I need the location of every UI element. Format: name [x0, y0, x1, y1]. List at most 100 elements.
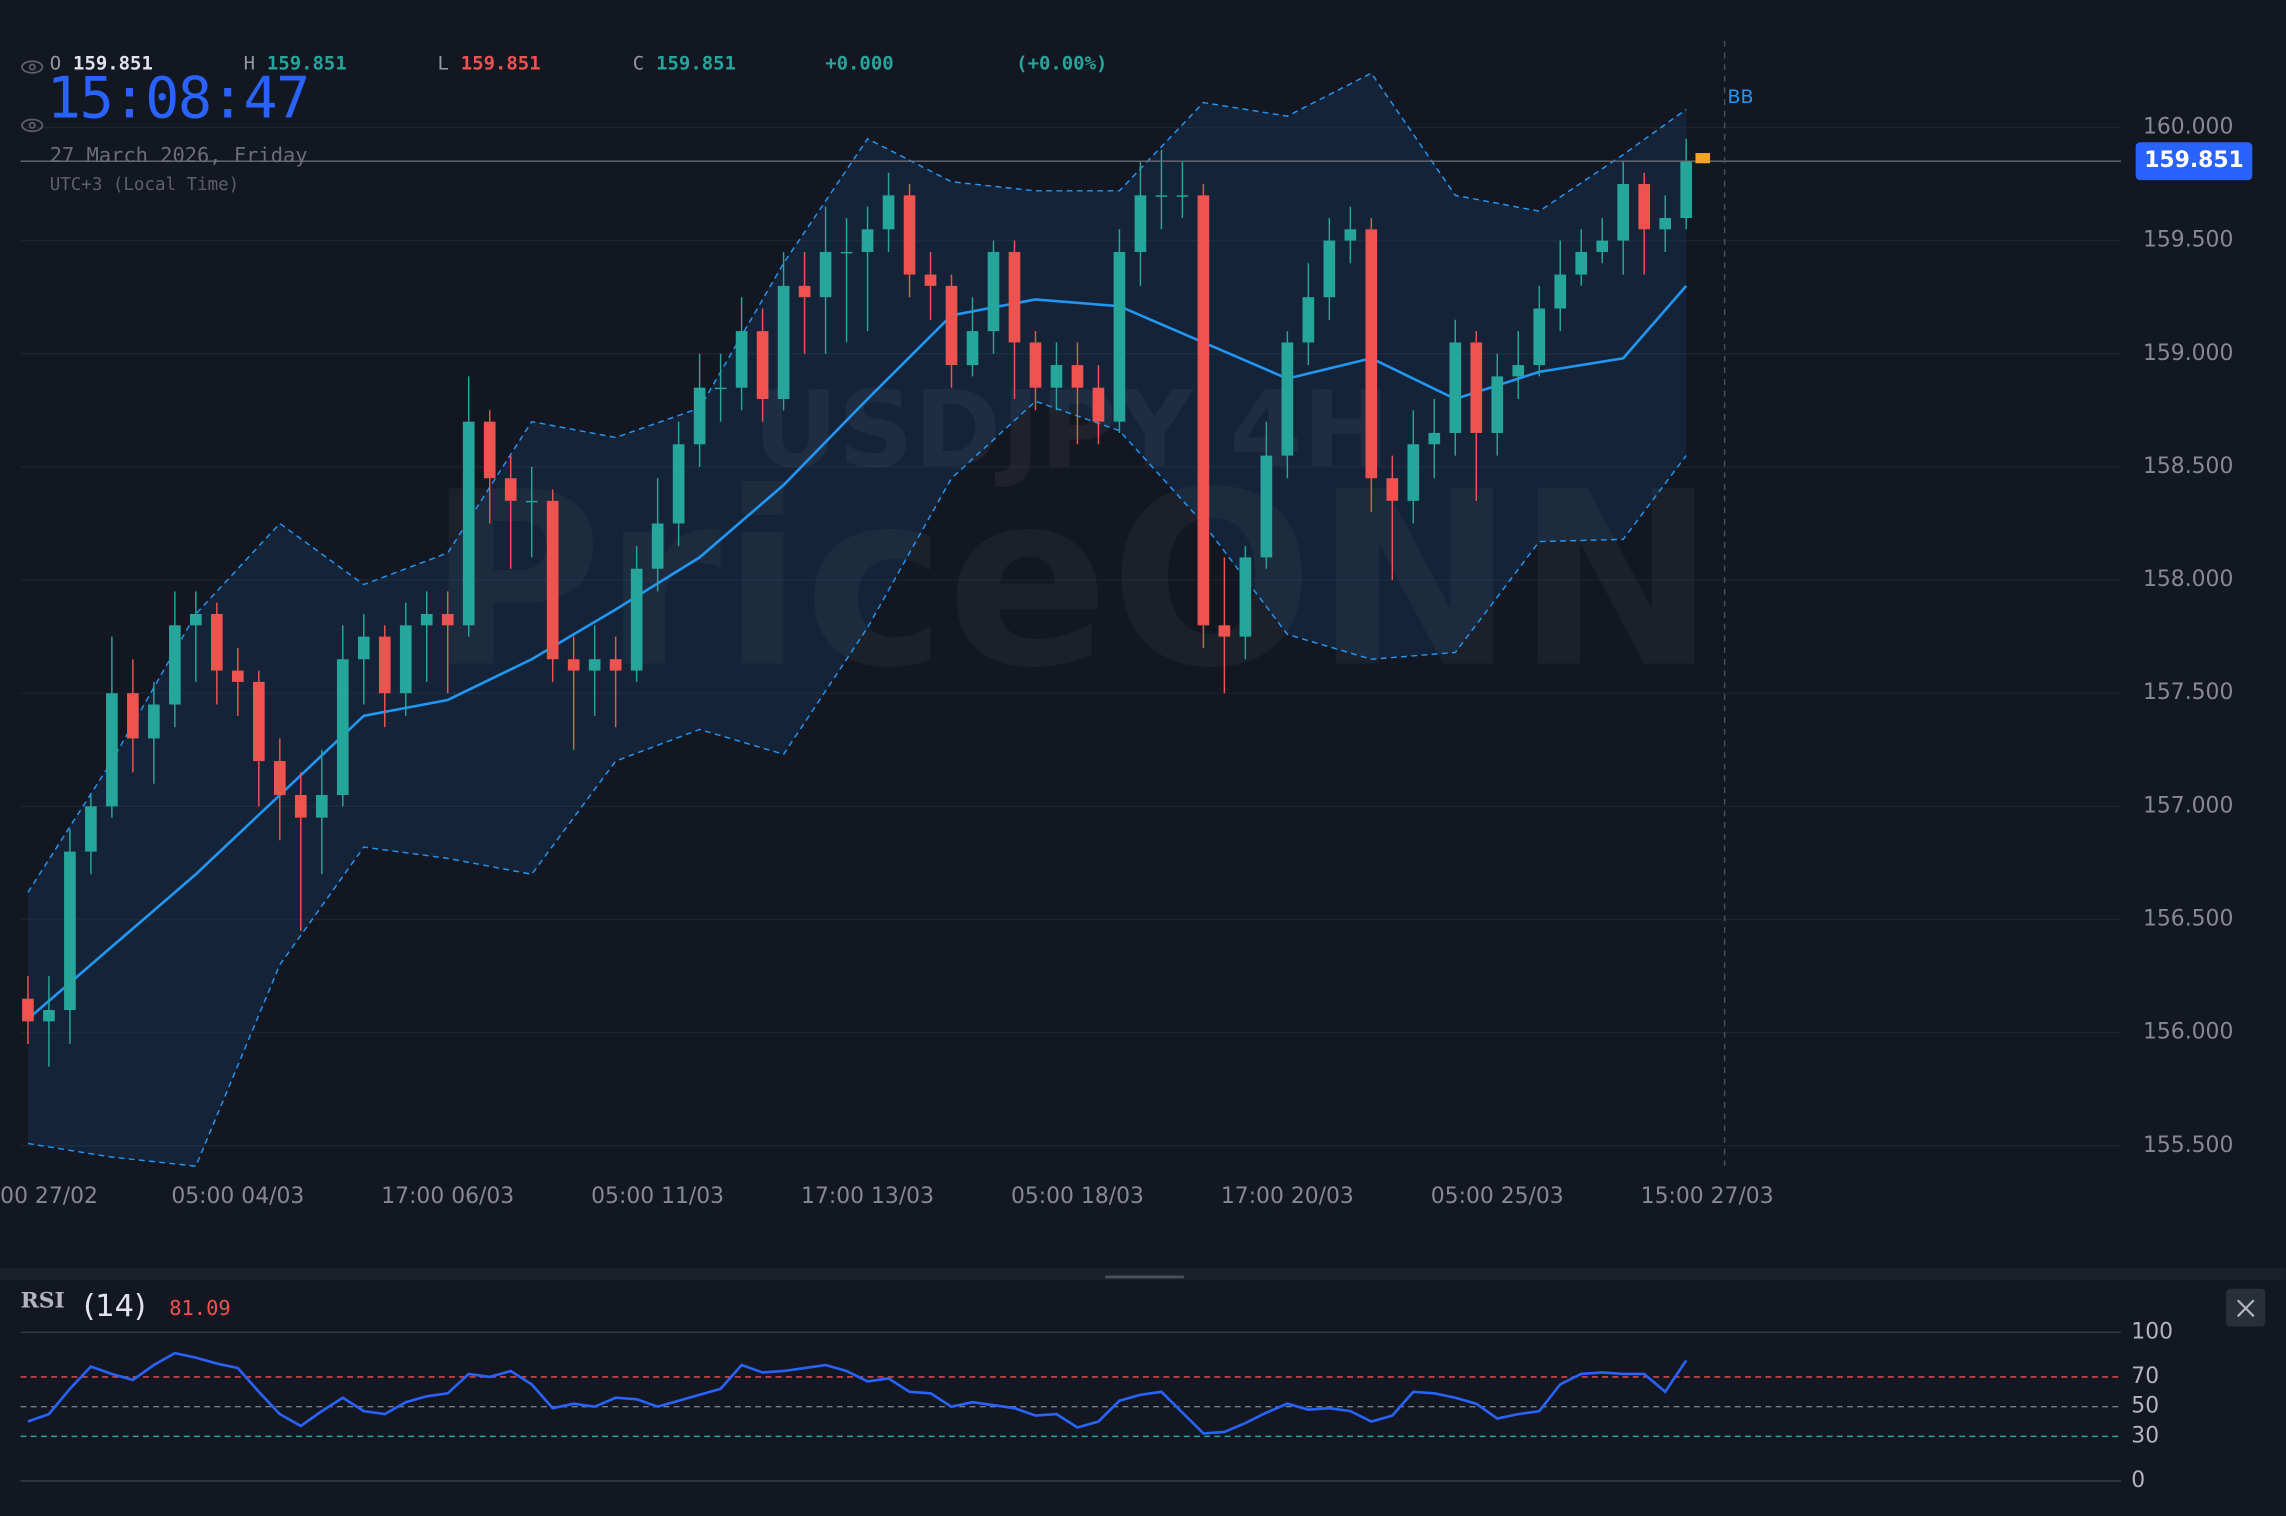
candle-body: [294, 795, 307, 818]
x-tick-label: 00 27/02: [0, 1184, 98, 1209]
x-tick-label: 05:00 04/03: [171, 1184, 304, 1209]
bb-middle: [27, 285, 1688, 1021]
candle-body: [85, 806, 97, 852]
y-tick-label: 159.000: [2143, 341, 2233, 366]
y-tick-label: 156.000: [2143, 1020, 2233, 1045]
candle-body: [127, 693, 139, 739]
candle-body: [336, 659, 349, 796]
candle-body: [357, 636, 370, 660]
candle-body: [630, 568, 643, 671]
price-label: 159.851: [2144, 148, 2244, 173]
rsi-tick-label: 0: [2131, 1468, 2145, 1493]
candle-body: [1617, 184, 1630, 241]
candle-body: [1575, 251, 1588, 275]
candle-body: [64, 851, 76, 1011]
grid: [20, 126, 2122, 1147]
ohlc-value: 159.851: [461, 53, 541, 75]
candle-body: [819, 251, 832, 298]
candle-body: [735, 331, 748, 388]
bb-upper: [27, 72, 1687, 893]
candle-body: [399, 625, 412, 694]
x-tick-label: 05:00 25/03: [1431, 1184, 1564, 1209]
candle-body: [1638, 184, 1651, 230]
candle-body: [567, 659, 580, 671]
candle-body: [441, 613, 454, 626]
candle-body: [504, 478, 517, 501]
x-tick-label: 17:00 20/03: [1221, 1184, 1354, 1209]
candle-body: [945, 285, 958, 366]
rsi-value: 81.09: [169, 1296, 230, 1320]
rsi-line: [27, 1351, 1688, 1435]
candle-body: [1113, 251, 1126, 422]
candle-body: [1428, 432, 1441, 445]
candle-body: [1386, 478, 1399, 501]
indicator-label: BB: [1728, 86, 1754, 108]
ohlc-label: L: [437, 53, 448, 75]
candle-body: [546, 500, 559, 660]
candle-body: [777, 285, 790, 400]
candle-body: [798, 285, 811, 298]
rsi-pane: 100 70 50 30 0: [20, 1319, 2173, 1493]
candle-body: [1008, 251, 1021, 343]
plot-area: [20, 72, 2122, 1167]
candle-body: [315, 795, 328, 818]
candle-body: [1134, 195, 1147, 252]
ohlc-label: H: [244, 53, 255, 75]
eye-icon[interactable]: [21, 60, 44, 133]
candle-body: [1323, 240, 1336, 298]
candle-body: [252, 681, 265, 762]
candle-body: [1218, 625, 1231, 637]
candle-body: [1659, 217, 1672, 230]
candle-body: [924, 274, 937, 286]
candle-body: [651, 523, 664, 569]
candle-body: [840, 251, 853, 254]
candle-body: [106, 693, 118, 807]
candle-body: [483, 421, 496, 479]
candle-body: [1197, 195, 1210, 626]
candle-body: [1302, 297, 1315, 343]
y-tick-label: 160.000: [2143, 114, 2233, 139]
candle-body: [1071, 365, 1084, 388]
x-tick-label: 17:00 06/03: [381, 1184, 514, 1209]
candle-body: [420, 613, 433, 626]
y-tick-label: 159.500: [2143, 228, 2233, 253]
candle-body: [1050, 365, 1063, 388]
candle-body: [211, 613, 223, 671]
pane-separator[interactable]: [0, 1268, 2286, 1280]
candle-body: [1029, 342, 1042, 388]
candle-body: [1281, 342, 1294, 456]
ohlc-legend: O 159.851 H 159.851 L 159.851 C 159.851: [50, 53, 736, 75]
ohlc-value: 159.851: [267, 53, 347, 75]
candle-body: [273, 761, 286, 796]
rsi-tick-label: 100: [2131, 1319, 2173, 1344]
candle-body: [1596, 240, 1609, 252]
candle-body: [756, 331, 769, 400]
candle-body: [966, 331, 979, 366]
rsi-tick-label: 30: [2131, 1423, 2159, 1448]
candle-body: [525, 500, 538, 503]
candle-body: [588, 659, 601, 671]
candle-body: [693, 387, 706, 445]
ohlc-value: 159.851: [656, 53, 736, 75]
y-tick-label: 157.500: [2143, 680, 2233, 705]
rsi-tick-label: 50: [2131, 1394, 2159, 1419]
rsi-period: (14): [83, 1289, 146, 1324]
price-label-box: [2135, 142, 2253, 181]
candle-body: [1533, 308, 1546, 366]
candle-body: [1491, 376, 1504, 433]
rsi-title: RSI: [21, 1288, 65, 1314]
candle-body: [1470, 342, 1483, 433]
axes: 155.500 156.000 156.500 157.000 157.500 158.0…: [0, 114, 2253, 1209]
candle-body: [882, 195, 895, 230]
candle-body: [1092, 387, 1105, 422]
close-button[interactable]: [2226, 1288, 2266, 1327]
candle-body: [190, 613, 202, 626]
x-tick-label: 05:00 18/03: [1011, 1184, 1144, 1209]
candle-body: [1407, 444, 1420, 501]
y-tick-label: 156.500: [2143, 906, 2233, 931]
candle-body: [1680, 161, 1693, 218]
candle-body: [1449, 342, 1462, 433]
bb-fill: [27, 73, 1687, 1167]
candle-body: [1239, 557, 1252, 637]
